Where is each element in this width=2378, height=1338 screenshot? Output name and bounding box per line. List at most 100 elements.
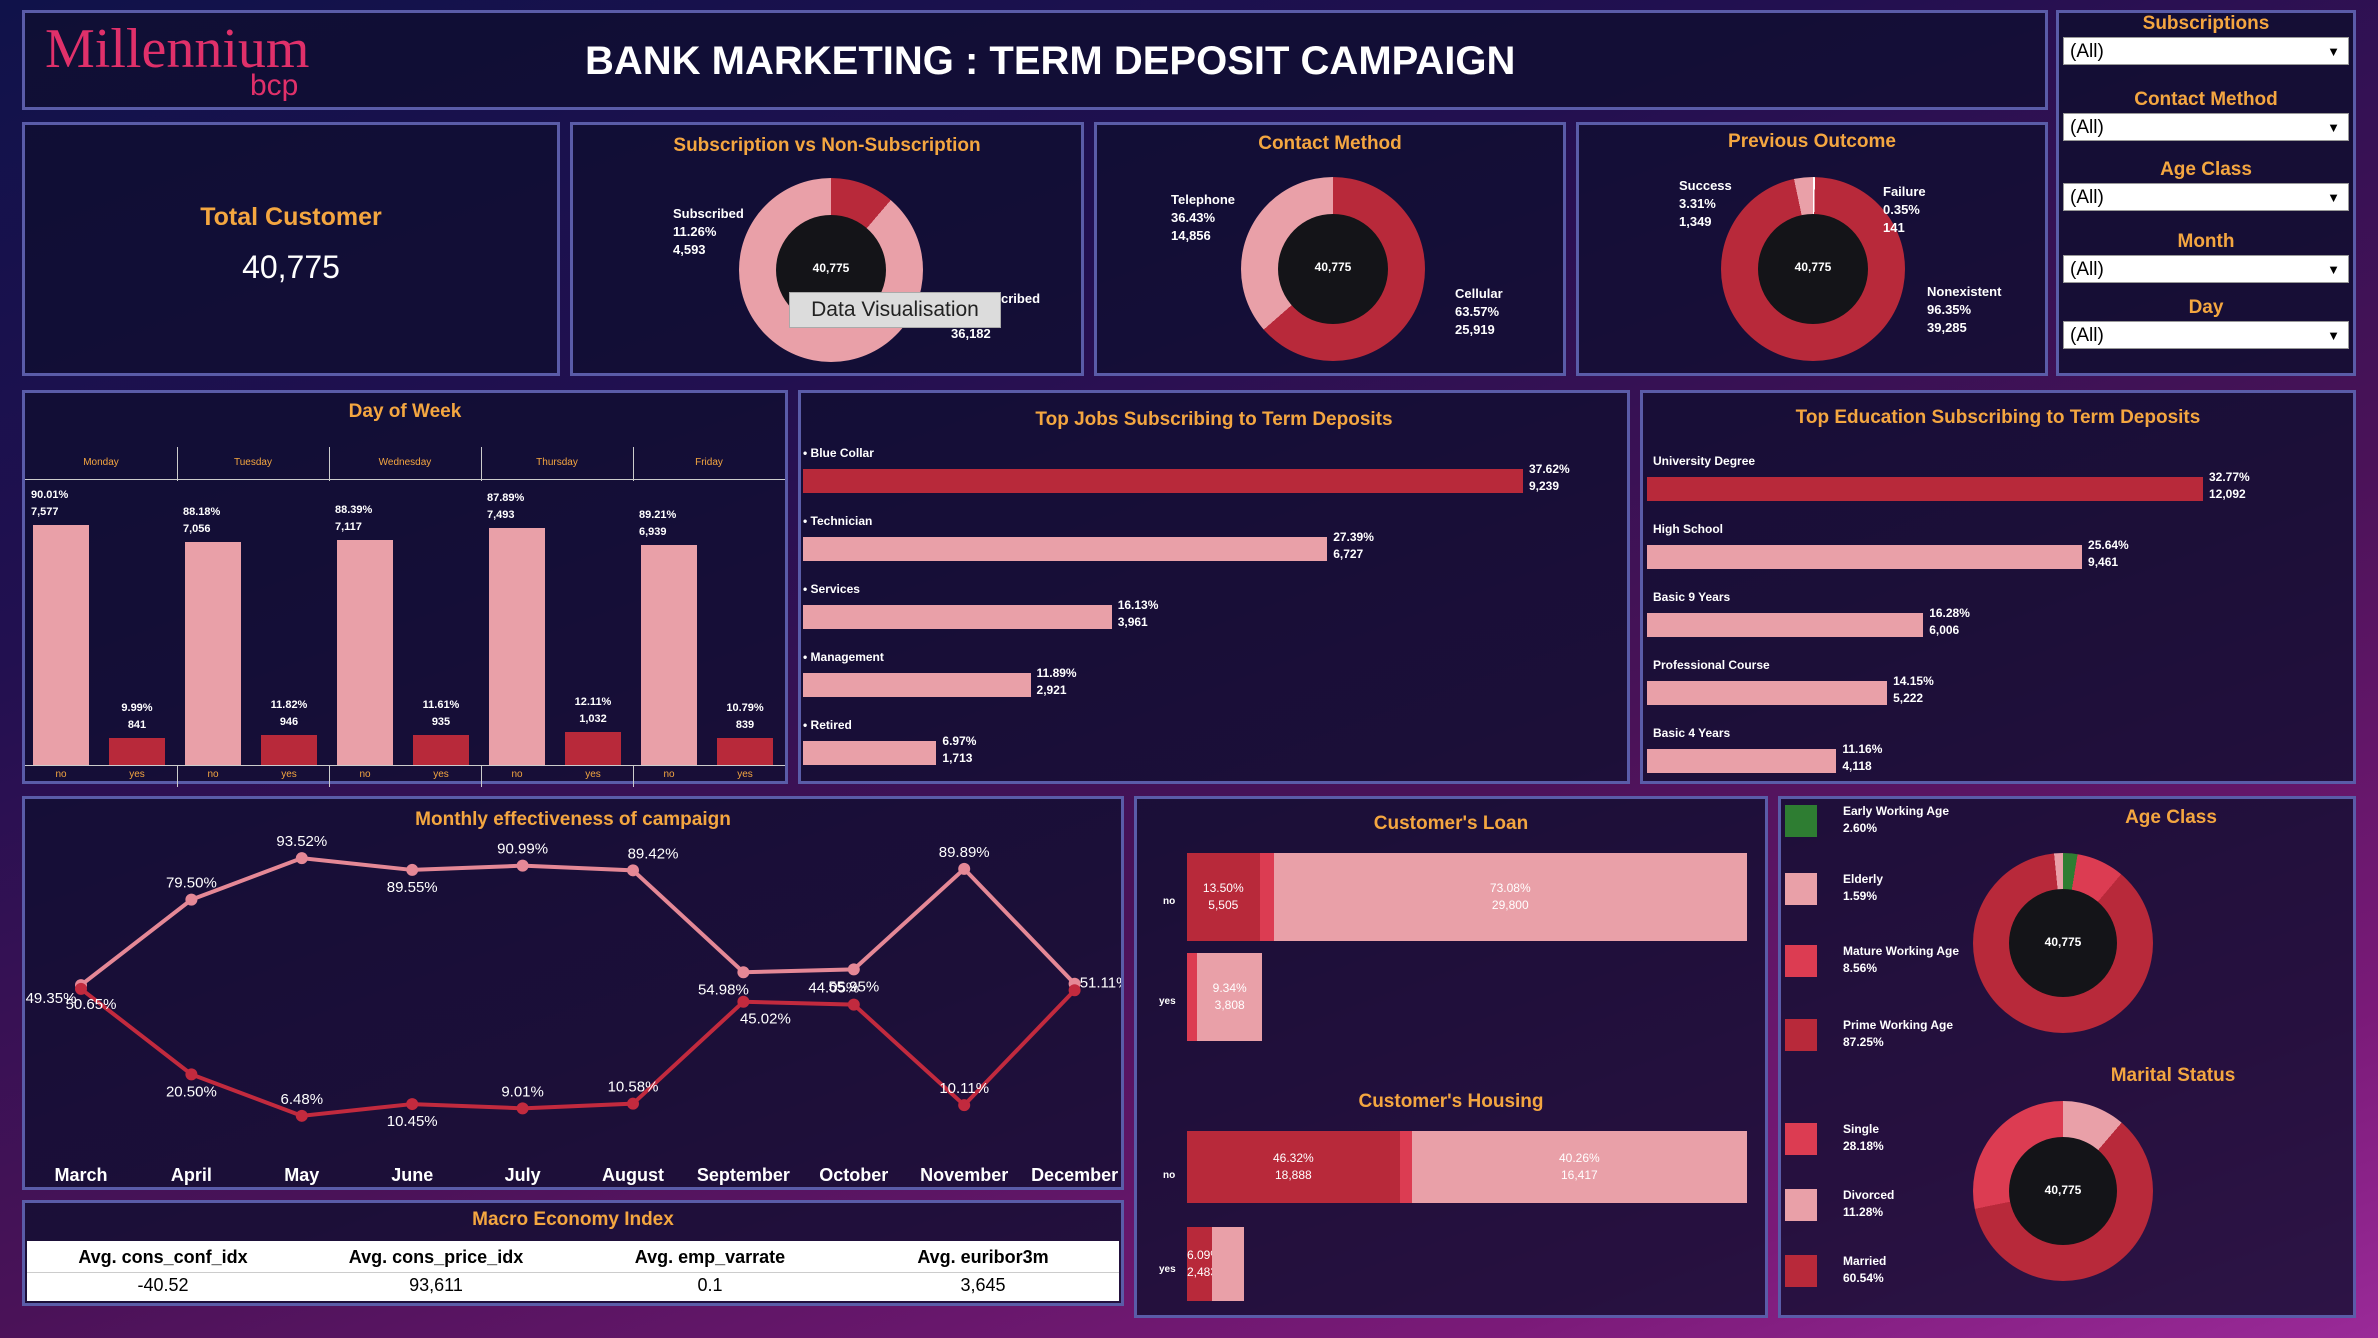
dow-bar-no — [641, 545, 697, 765]
housing-yes-seg-light — [1211, 1227, 1244, 1301]
dow-no-pct: 88.39% — [335, 503, 373, 516]
series-0-label: 50.65% — [66, 996, 117, 1013]
donut-subscription — [739, 178, 923, 362]
dow-separator — [481, 765, 482, 787]
education-pct: 16.28% — [1929, 606, 1970, 620]
series-1-point — [516, 1102, 529, 1115]
dow-no-label: no — [207, 769, 219, 780]
job-bar — [803, 673, 1031, 697]
filter-label-day: Day — [2188, 297, 2224, 318]
age-class-legend: Early Working Age 2.60% Elderly 1.59% Mature… — [1781, 799, 1981, 1069]
marital-legend-item-pct: 60.54% — [1843, 1271, 1884, 1285]
telephone-count: 14,856 — [1171, 228, 1211, 243]
day-of-week-chart: Monday 90.01% 7,577 9.99% 841 no yes Tuesday 88.… — [25, 447, 785, 787]
housing-no-seg-dark-pct: 46.32% — [1272, 1151, 1314, 1165]
education-pct: 11.16% — [1842, 742, 1883, 756]
series-1-point — [295, 1109, 308, 1122]
x-tick-label: July — [505, 1165, 541, 1185]
nonexistent-count: 39,285 — [1927, 320, 1967, 335]
marital-legend-item-pct: 11.28% — [1843, 1205, 1884, 1219]
loan-yes-axis-label: yes — [1159, 996, 1176, 1007]
education-bar — [1647, 545, 2083, 569]
loan-housing-panel: Customer's Loan no 13.50% 5,505 73.08% 29,8… — [1134, 796, 1768, 1318]
age-class-dropdown[interactable]: (All) ▼ — [2063, 183, 2349, 211]
subscribed-pct: 11.26% — [673, 224, 717, 239]
x-tick-label: December — [1031, 1165, 1118, 1185]
series-0-label: 89.89% — [939, 844, 990, 861]
education-label: Professional Course — [1653, 658, 1770, 672]
success-pct: 3.31% — [1679, 196, 1716, 211]
series-1-point — [847, 998, 860, 1011]
macro-title: Macro Economy Index — [472, 1209, 674, 1230]
day-dropdown[interactable]: (All) ▼ — [2063, 321, 2349, 349]
dow-yes-label: yes — [737, 769, 753, 780]
education-pct: 25.64% — [2088, 538, 2129, 552]
marital-legend-item-swatch — [1785, 1189, 1817, 1221]
series-1-label: 10.58% — [608, 1079, 659, 1096]
non-subscribed-count: 36,182 — [951, 326, 991, 341]
dow-yes-count: 935 — [431, 716, 451, 729]
success-name: Success — [1679, 178, 1732, 193]
marital-center: 40,775 — [2044, 1183, 2082, 1197]
housing-no-axis-label: no — [1163, 1170, 1176, 1181]
page-title: BANK MARKETING : TERM DEPOSIT CAMPAIGN — [585, 39, 1516, 83]
donut-hole — [1278, 214, 1388, 324]
filter-label-age-class: Age Class — [2160, 159, 2252, 180]
age-marital-panel: Age Class Early Working Age 2.60% Elderly 1… — [1778, 796, 2356, 1318]
dow-separator — [329, 447, 330, 481]
x-tick-label: April — [171, 1165, 212, 1185]
donut-marital — [1973, 1101, 2153, 1281]
series-0-label: 93.52% — [276, 833, 327, 850]
series-0-point — [516, 859, 529, 872]
x-tick-label: March — [54, 1165, 107, 1185]
series-1-point — [75, 982, 87, 995]
cellular-count: 25,919 — [1455, 322, 1495, 337]
education-label: Basic 9 Years — [1653, 590, 1731, 604]
dow-bar-no — [185, 541, 241, 765]
dow-no-count: 6,939 — [639, 526, 667, 539]
series-0-label: 89.42% — [628, 845, 679, 862]
series-1-label: 49.35% — [26, 990, 77, 1007]
series-0-point — [185, 893, 198, 906]
loan-no-seg-dark-count: 5,505 — [1208, 898, 1239, 912]
education-count: 6,006 — [1929, 623, 1960, 637]
job-count: 1,713 — [942, 751, 973, 765]
x-tick-label: September — [697, 1165, 790, 1185]
job-pct: 16.13% — [1117, 598, 1159, 612]
marital-title: Marital Status — [2110, 1065, 2236, 1086]
dow-header-line — [25, 479, 785, 480]
macro-panel: Macro Economy Index Avg. cons_conf_idx A… — [22, 1200, 1124, 1306]
dow-no-label: no — [55, 769, 67, 780]
job-bar — [803, 469, 1523, 493]
education-count: 9,461 — [2088, 555, 2119, 569]
dow-yes-pct: 12.11% — [574, 696, 612, 709]
telephone-label: Telephone 36.43% 14,856 — [1171, 191, 1235, 245]
dow-yes-pct: 10.79% — [726, 702, 764, 715]
dow-no-pct: 87.89% — [487, 491, 525, 504]
top-education-chart: University Degree 32.77% 12,092 High School… — [1643, 393, 2353, 781]
loan-yes-seg-light-count: 3,808 — [1214, 998, 1245, 1012]
donut-hole — [1758, 214, 1868, 324]
series-0-label: 90.99% — [497, 841, 548, 858]
subscriptions-dropdown[interactable]: (All) ▼ — [2063, 37, 2349, 65]
contact-method-dropdown[interactable]: (All) ▼ — [2063, 113, 2349, 141]
series-0-point — [627, 864, 639, 877]
macro-value-1: 93,611 — [409, 1275, 463, 1295]
education-bar — [1647, 681, 1888, 705]
housing-no-seg-dark-count: 18,888 — [1274, 1168, 1312, 1182]
education-label: High School — [1653, 522, 1723, 536]
chevron-down-icon: ▼ — [2327, 328, 2340, 343]
total-customer-value: 40,775 — [242, 249, 340, 285]
dow-separator — [633, 765, 634, 787]
age-class-legend-item-pct: 1.59% — [1843, 889, 1878, 903]
telephone-name: Telephone — [1171, 192, 1236, 207]
dow-day-label: Wednesday — [378, 457, 432, 468]
total-customer-label: Total Customer — [200, 203, 382, 231]
job-count: 2,921 — [1036, 683, 1067, 697]
month-dropdown[interactable]: (All) ▼ — [2063, 255, 2349, 283]
macro-header-1: Avg. cons_price_idx — [348, 1247, 524, 1267]
education-count: 12,092 — [2209, 487, 2246, 501]
education-label: Basic 4 Years — [1653, 726, 1731, 740]
series-1-point — [185, 1068, 198, 1081]
success-count: 1,349 — [1679, 214, 1712, 229]
